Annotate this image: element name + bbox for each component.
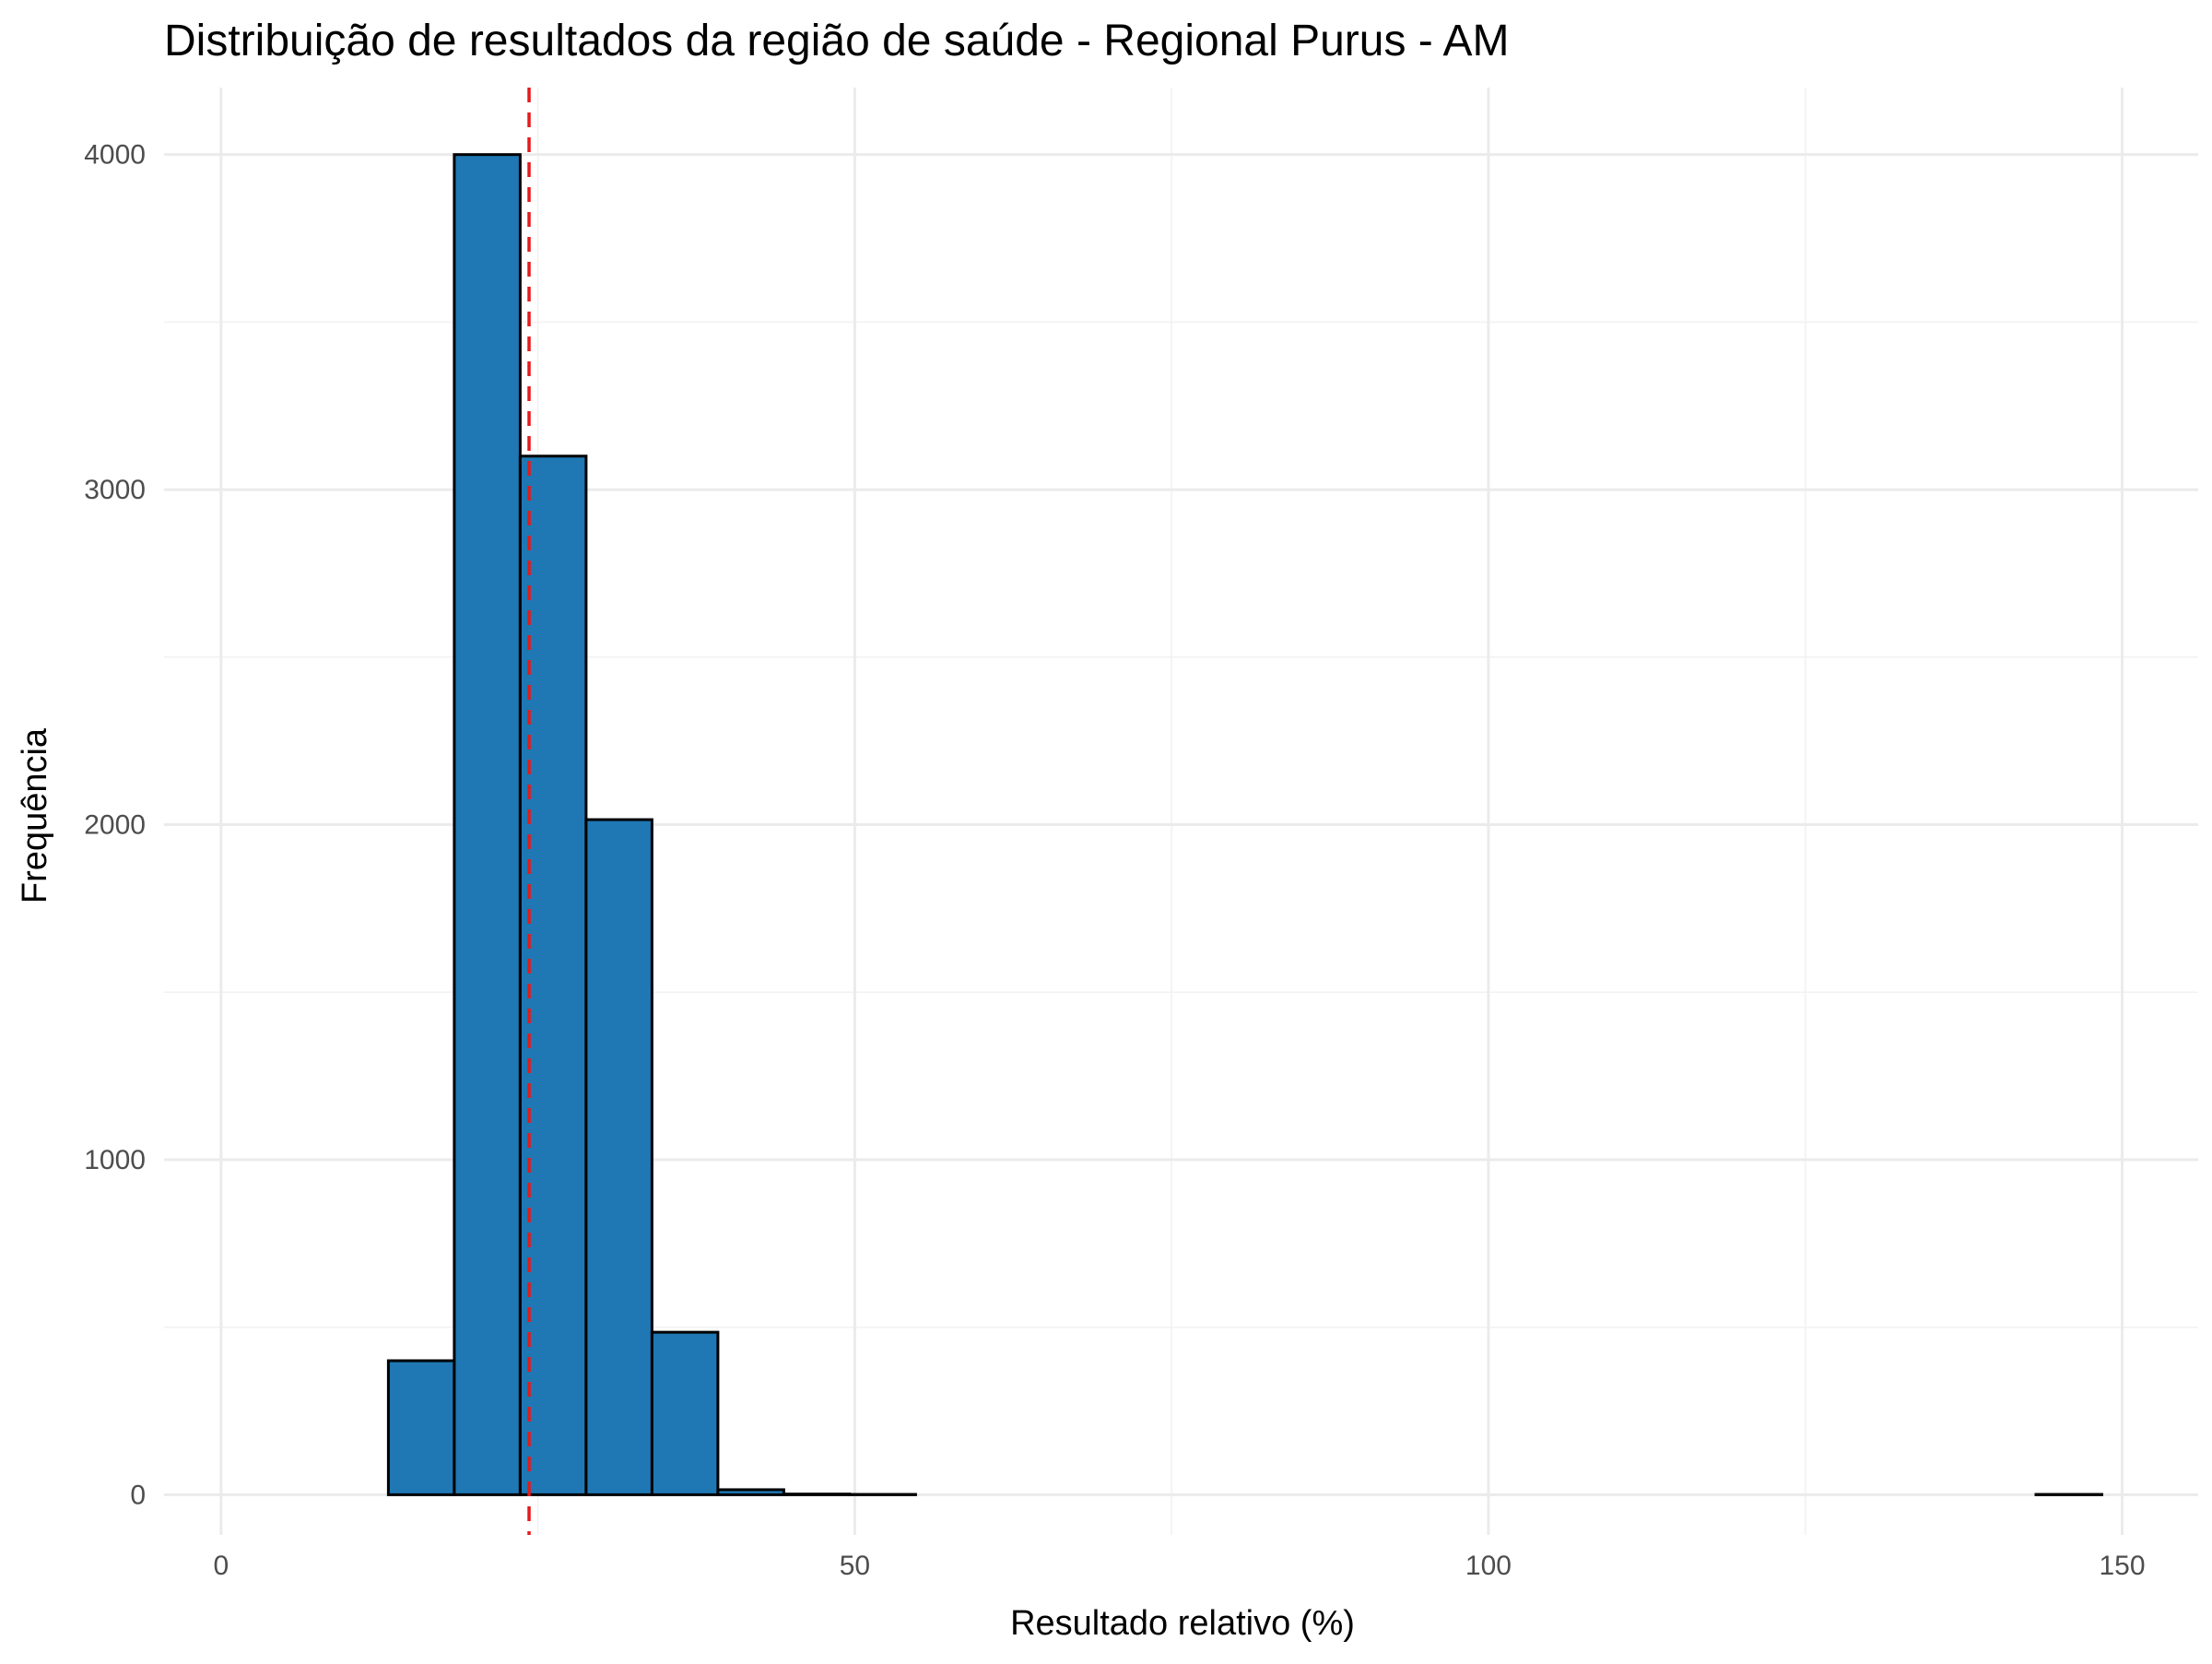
x-tick-label-3: 150 [2099, 1551, 2145, 1581]
histogram-bar-7 [718, 1490, 784, 1494]
x-axis-label: Resultado relativo (%) [1010, 1604, 1355, 1643]
y-tick-labels: 0 1000 2000 3000 4000 [84, 140, 146, 1511]
histogram-bar-6 [652, 1332, 718, 1494]
y-tick-label-4: 4000 [84, 140, 146, 171]
histogram-bar-3 [454, 155, 521, 1495]
y-tick-label-1: 1000 [84, 1145, 146, 1175]
y-tick-label-2: 2000 [84, 810, 146, 841]
chart-title: Distribuição de resultados da região de … [164, 17, 1509, 65]
x-tick-label-0: 0 [214, 1551, 229, 1581]
histogram-bar-5 [586, 820, 653, 1494]
x-tick-labels: 0 50 100 150 [214, 1551, 2146, 1581]
x-tick-label-1: 50 [840, 1551, 870, 1581]
histogram-bar-2 [388, 1361, 454, 1494]
y-tick-label-3: 3000 [84, 475, 146, 505]
x-tick-label-2: 100 [1465, 1551, 1512, 1581]
y-tick-label-0: 0 [130, 1480, 146, 1510]
y-axis-label: Frequência [16, 727, 54, 903]
histogram-bar-8 [783, 1494, 850, 1495]
